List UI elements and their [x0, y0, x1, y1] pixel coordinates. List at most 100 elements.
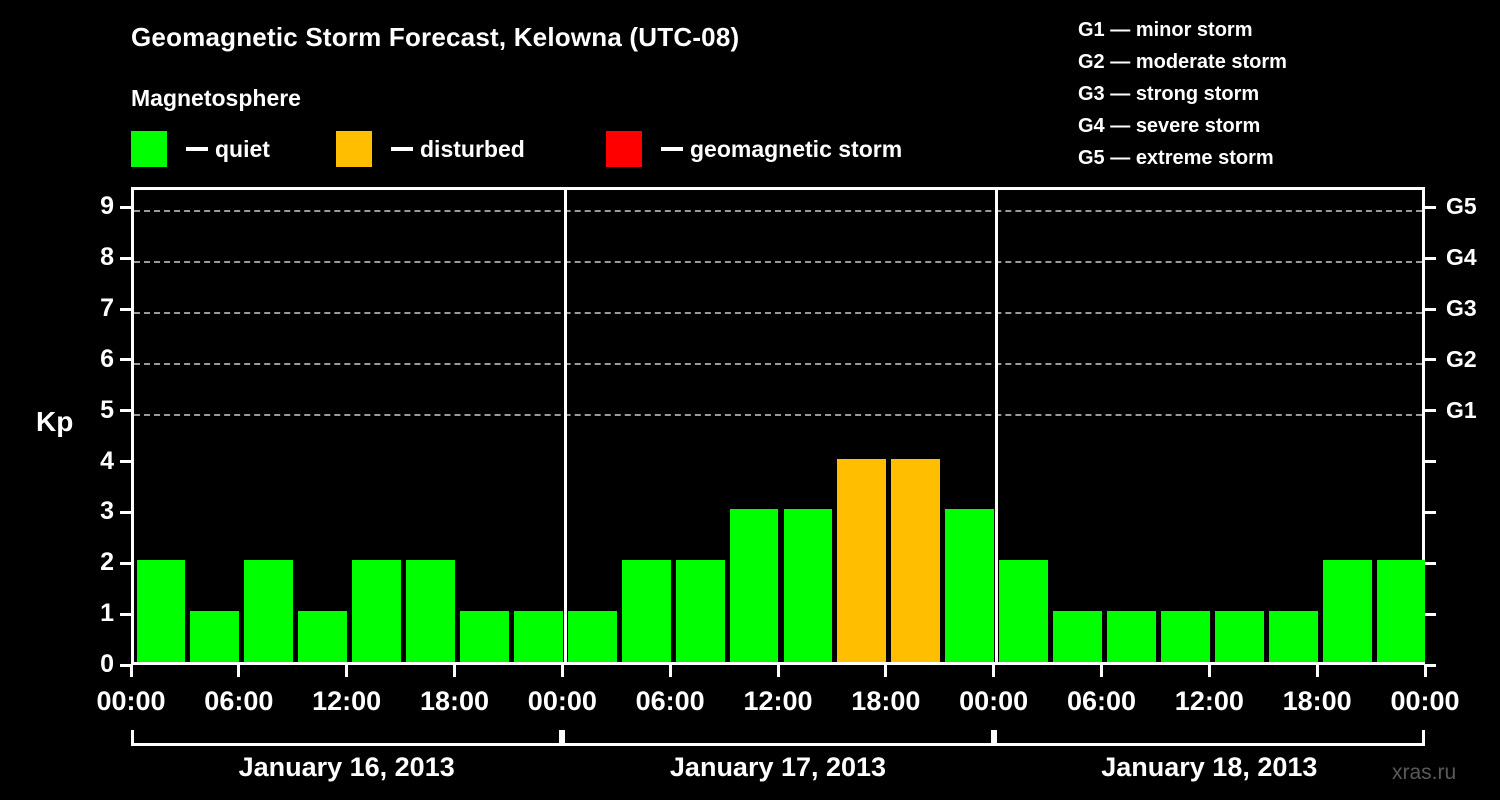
g-scale-description: moderate storm [1135, 51, 1287, 73]
bar-kp-2 [675, 560, 725, 662]
bar-kp-1 [1214, 611, 1264, 662]
y-tick-left-5 [120, 409, 131, 413]
y-tick-right-4 [1425, 460, 1436, 464]
date-bracket [562, 730, 994, 746]
g-scale-axis-label-g3: G3 [1446, 295, 1477, 322]
y-tick-left-1 [120, 612, 131, 616]
g-scale-description: extreme storm [1135, 147, 1274, 169]
legend-swatch-disturbed [336, 131, 372, 167]
g-scale-row-g2: G2 — moderate storm [1078, 46, 1287, 78]
bar-kp-2 [621, 560, 671, 662]
x-tick-3 [453, 665, 456, 677]
g-scale-description: strong storm [1135, 83, 1260, 105]
y-tick-left-8 [120, 256, 131, 260]
x-axis-label-2: 12:00 [312, 686, 382, 716]
legend-dash-icon [186, 147, 208, 151]
y-tick-left-4 [120, 460, 131, 464]
x-tick-4 [560, 665, 564, 677]
x-tick-2 [345, 665, 349, 677]
g-scale-separator: — [1104, 147, 1136, 169]
g-scale-row-g3: G3 — strong storm [1078, 78, 1287, 110]
x-tick-9 [1100, 665, 1103, 677]
y-axis-label-8: 8 [100, 243, 114, 272]
x-tick-1 [237, 665, 241, 677]
x-axis-label-5: 06:00 [635, 686, 705, 716]
bar-kp-1 [1107, 611, 1156, 662]
bar-kp-1 [1160, 611, 1210, 662]
legend-label-geomagnetic-storm: geomagnetic storm [690, 135, 903, 162]
date-label: January 17, 2013 [669, 752, 887, 782]
date-label: January 16, 2013 [238, 752, 455, 782]
x-axis-label-7: 18:00 [851, 686, 921, 716]
gridline-kp-9 [134, 210, 1422, 213]
y-axis-label-2: 2 [100, 548, 114, 577]
bar-kp-2 [244, 560, 294, 662]
x-axis-label-9: 06:00 [1066, 686, 1137, 716]
day-divider [995, 190, 999, 662]
g-scale-separator: — [1104, 83, 1136, 105]
bar-kp-4 [837, 458, 887, 662]
y-tick-left-7 [120, 307, 131, 311]
g-scale-code: G1 [1078, 19, 1105, 41]
g-scale-axis-label-g2: G2 [1446, 345, 1477, 372]
bar-kp-2 [406, 560, 455, 662]
g-scale-separator: — [1104, 19, 1136, 41]
g-scale-separator: — [1104, 115, 1136, 137]
y-tick-right-7 [1425, 307, 1436, 311]
gridline-kp-7 [134, 312, 1422, 315]
bar-kp-2 [999, 560, 1049, 662]
g-scale-row-g1: G1 — minor storm [1078, 14, 1287, 46]
x-tick-5 [668, 665, 672, 677]
g-scale-code: G3 [1078, 83, 1105, 105]
g-scale-code: G2 [1078, 51, 1105, 73]
g-scale-separator: — [1104, 51, 1136, 73]
x-axis-label-6: 12:00 [743, 686, 813, 716]
bar-kp-2 [1376, 560, 1426, 662]
g-scale-code: G4 [1078, 115, 1105, 137]
bar-kp-1 [460, 611, 509, 662]
y-tick-right-3 [1425, 510, 1436, 514]
bar-kp-2 [136, 560, 186, 662]
bar-kp-2 [1322, 560, 1372, 662]
legend-swatch-geomagnetic-storm [606, 131, 642, 167]
y-axis-label-6: 6 [100, 344, 114, 373]
g-scale-axis-label-g5: G5 [1446, 193, 1477, 220]
y-axis-label-5: 5 [100, 395, 114, 424]
x-axis-label-11: 18:00 [1282, 686, 1352, 716]
y-tick-right-1 [1425, 612, 1436, 616]
y-tick-left-3 [120, 510, 131, 514]
g-scale-row-g4: G4 — severe storm [1078, 110, 1287, 142]
x-tick-12 [1423, 665, 1427, 677]
x-axis-label-8: 00:00 [959, 686, 1029, 716]
y-tick-left-2 [120, 561, 131, 565]
y-tick-right-9 [1425, 205, 1436, 209]
bar-kp-1 [1268, 611, 1318, 662]
plot-area [131, 187, 1426, 665]
y-tick-right-8 [1425, 256, 1436, 260]
y-tick-left-0 [120, 663, 131, 667]
y-tick-right-2 [1425, 561, 1436, 565]
date-bracket [993, 730, 1425, 746]
y-axis-label-0: 0 [100, 650, 114, 678]
bar-kp-1 [1053, 611, 1102, 662]
y-axis-title: Kp [36, 406, 74, 437]
x-axis-label-3: 18:00 [419, 686, 490, 716]
x-tick-11 [1315, 665, 1319, 677]
x-tick-10 [1207, 665, 1211, 677]
watermark: xras.ru [1392, 761, 1457, 784]
g-scale-axis-label-g4: G4 [1446, 244, 1477, 271]
x-tick-0 [129, 665, 133, 677]
legend-heading: Magnetosphere [131, 85, 301, 111]
bar-kp-1 [567, 611, 617, 662]
legend-entry-disturbed: disturbed [336, 130, 525, 168]
y-axis-label-3: 3 [100, 497, 114, 526]
g-scale-axis-label-g1: G1 [1446, 396, 1477, 423]
legend-swatch-quiet [131, 131, 167, 167]
y-tick-right-5 [1425, 409, 1436, 413]
y-axis-label-4: 4 [100, 446, 114, 475]
bar-kp-3 [945, 509, 995, 662]
bar-kp-3 [729, 509, 779, 662]
date-label: January 18, 2013 [1101, 752, 1318, 782]
x-axis-label-10: 12:00 [1174, 686, 1244, 716]
y-tick-right-6 [1425, 358, 1436, 362]
